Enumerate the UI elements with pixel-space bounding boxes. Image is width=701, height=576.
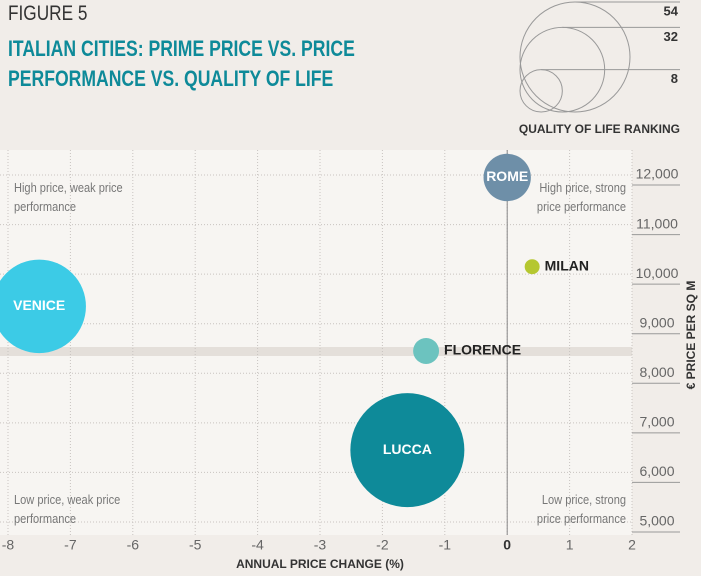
- legend-label: 8: [671, 71, 678, 86]
- legend-circle: [519, 69, 563, 113]
- point-label: VENICE: [13, 297, 65, 313]
- y-tick-label: 9,000: [639, 314, 674, 330]
- figure-label: FIGURE 5: [8, 2, 88, 25]
- quadrant-label: Low price, strong price performance: [536, 492, 626, 526]
- x-tick-label: -4: [251, 537, 264, 553]
- y-tick-label: 7,000: [639, 414, 674, 430]
- legend-label: 32: [664, 29, 678, 44]
- legend-title: QUALITY OF LIFE RANKING: [519, 122, 680, 136]
- legend-circle: [519, 1, 631, 113]
- chart-title: ITALIAN CITIES: PRIME PRICE VS. PRICE PE…: [8, 36, 355, 91]
- plot-area: [0, 150, 632, 535]
- x-tick-label: -7: [64, 537, 77, 553]
- bubble: [483, 153, 531, 202]
- point-label: ROME: [486, 168, 528, 184]
- y-tick-label: 6,000: [639, 463, 674, 479]
- y-tick-label: 5,000: [639, 513, 674, 529]
- x-tick-label: -6: [127, 537, 140, 553]
- bubble: [350, 393, 465, 508]
- x-axis-label: ANNUAL PRICE CHANGE (%): [236, 557, 404, 571]
- quadrant-label: High price, strong price performance: [536, 180, 626, 214]
- y-tick-label: 11,000: [636, 215, 678, 231]
- y-tick-label: 10,000: [636, 265, 679, 281]
- x-tick-label: -8: [2, 537, 15, 553]
- band: [0, 347, 632, 356]
- bubble: [413, 338, 440, 364]
- bubble: [524, 259, 540, 275]
- point-label: MILAN: [545, 257, 589, 273]
- x-tick-label: -1: [439, 537, 452, 553]
- x-tick-label: -2: [376, 537, 389, 553]
- bubble: [0, 259, 86, 354]
- x-tick-label: 1: [566, 537, 574, 553]
- point-label: FLORENCE: [444, 342, 521, 358]
- x-tick-label: 2: [628, 537, 636, 553]
- x-tick-label: -5: [189, 537, 202, 553]
- quadrant-label: High price, weak price performance: [14, 180, 123, 214]
- x-tick-label: -3: [314, 537, 327, 553]
- y-axis-label: € PRICE PER SQ M: [684, 281, 698, 390]
- quadrant-label: Low price, weak price performance: [14, 492, 121, 526]
- y-tick-label: 12,000: [636, 166, 679, 182]
- y-tick-label: 8,000: [639, 364, 674, 380]
- x-tick-label: 0: [503, 537, 511, 553]
- legend-label: 54: [664, 3, 679, 18]
- point-label: LUCCA: [383, 441, 432, 457]
